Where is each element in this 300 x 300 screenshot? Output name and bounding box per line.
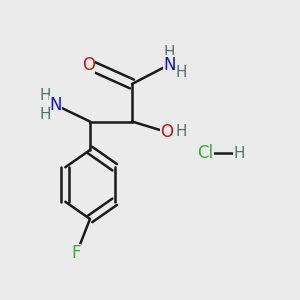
Text: F: F — [72, 244, 81, 262]
Text: H: H — [176, 65, 187, 80]
Text: N: N — [163, 56, 176, 74]
Text: H: H — [175, 124, 187, 140]
Text: O: O — [82, 56, 95, 74]
Text: O: O — [160, 123, 174, 141]
Text: N: N — [49, 96, 62, 114]
Text: H: H — [234, 146, 245, 160]
Text: H: H — [39, 107, 51, 122]
Text: Cl: Cl — [197, 144, 214, 162]
Text: H: H — [164, 45, 175, 60]
Text: H: H — [39, 88, 51, 103]
